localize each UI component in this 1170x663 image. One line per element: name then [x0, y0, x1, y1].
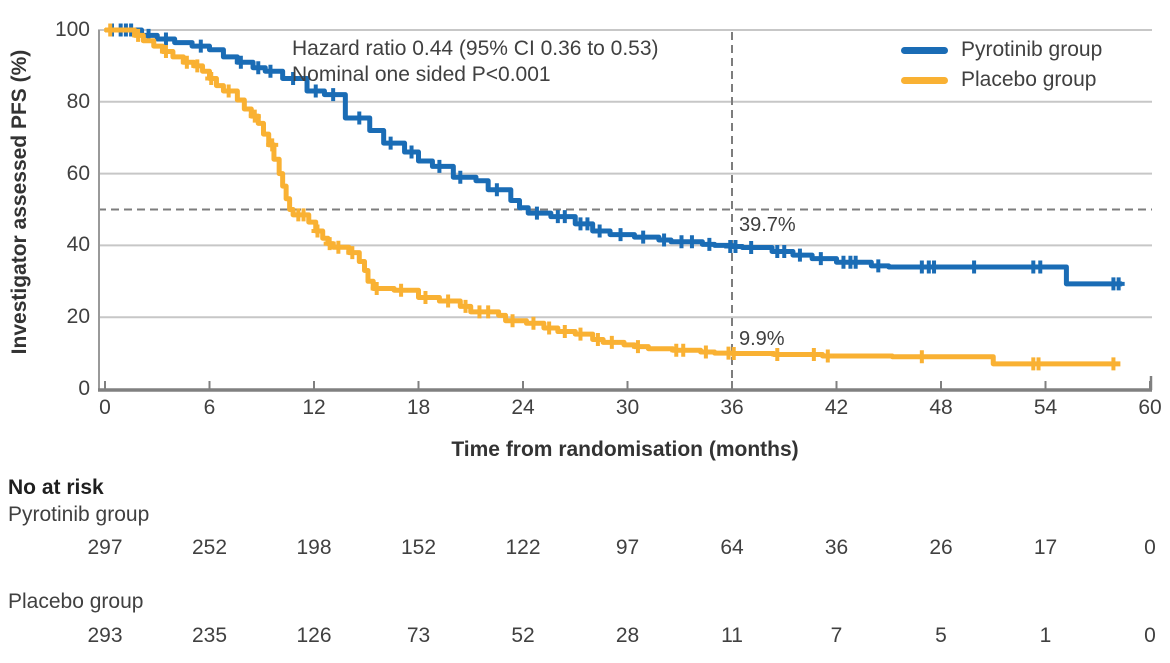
risk-value: 11 [721, 624, 743, 647]
risk-value: 97 [615, 536, 640, 559]
legend-label-placebo: Placebo group [961, 68, 1097, 91]
risk-value: 36 [824, 536, 849, 559]
x-tick-label-60: 60 [1138, 396, 1162, 419]
risk-value: 5 [935, 624, 947, 647]
legend-item-pyrotinib: Pyrotinib group [901, 35, 1102, 65]
x-tick-label-54: 54 [1033, 396, 1058, 419]
x-axis-title: Time from randomisation (months) [451, 438, 799, 461]
risk-value: 126 [296, 624, 332, 647]
y-tick-label-100: 100 [54, 18, 90, 41]
landmark-label-pyrotinib: 39.7% [739, 214, 796, 236]
x-tick-label-36: 36 [720, 396, 744, 419]
y-tick-label-60: 60 [66, 161, 90, 185]
risk-value: 252 [191, 536, 228, 559]
legend-item-placebo: Placebo group [901, 65, 1102, 95]
risk-value: 235 [191, 624, 228, 647]
y-tick-label-20: 20 [66, 305, 90, 329]
risk-value: 293 [87, 624, 123, 647]
x-tick-label-0: 0 [99, 396, 111, 419]
risk-value: 0 [1144, 624, 1156, 647]
x-tick-label-6: 6 [203, 396, 216, 419]
legend-label-pyrotinib: Pyrotinib group [961, 38, 1103, 61]
x-tick-label-18: 18 [406, 396, 431, 419]
risk-value: 152 [400, 536, 437, 559]
x-tick-label-24: 24 [511, 396, 535, 419]
risk-value: 297 [87, 536, 123, 559]
censor-marks-placebo [104, 23, 1120, 371]
pyrotinib-line-swatch [901, 46, 948, 54]
y-tick-label-40: 40 [66, 233, 90, 257]
risk-table-title: No at risk [8, 476, 104, 499]
p-value-text: Nominal one sided P<0.001 [292, 63, 551, 86]
hazard-ratio-text: Hazard ratio 0.44 (95% CI 0.36 to 0.53) [292, 37, 659, 60]
hazard-ratio-annotation: Hazard ratio 0.44 (95% CI 0.36 to 0.53) … [292, 36, 659, 88]
risk-row-label-pyrotinib: Pyrotinib group [8, 503, 150, 526]
placebo-line-swatch [901, 76, 948, 84]
x-tick-label-48: 48 [929, 396, 953, 419]
risk-value: 64 [720, 536, 744, 559]
x-tick-label-12: 12 [302, 396, 326, 419]
risk-value: 198 [296, 536, 332, 559]
risk-value: 1 [1039, 624, 1052, 647]
y-axis-title: Investigator assessed PFS (%) [8, 49, 31, 355]
x-tick-label-30: 30 [615, 396, 640, 419]
y-tick-label-0: 0 [78, 377, 90, 400]
legend: Pyrotinib group Placebo group [901, 35, 1102, 95]
risk-value: 122 [505, 536, 541, 559]
risk-value: 73 [406, 624, 431, 647]
risk-value: 17 [1033, 536, 1058, 559]
risk-value: 7 [830, 624, 843, 647]
risk-value: 28 [615, 624, 640, 647]
risk-value: 26 [929, 536, 953, 559]
landmark-label-placebo: 9.9% [739, 328, 785, 350]
y-tick-label-80: 80 [66, 89, 90, 113]
risk-value: 0 [1144, 536, 1156, 559]
risk-row-label-placebo: Placebo group [8, 590, 144, 613]
x-tick-label-42: 42 [824, 396, 849, 419]
risk-value: 52 [511, 624, 535, 647]
